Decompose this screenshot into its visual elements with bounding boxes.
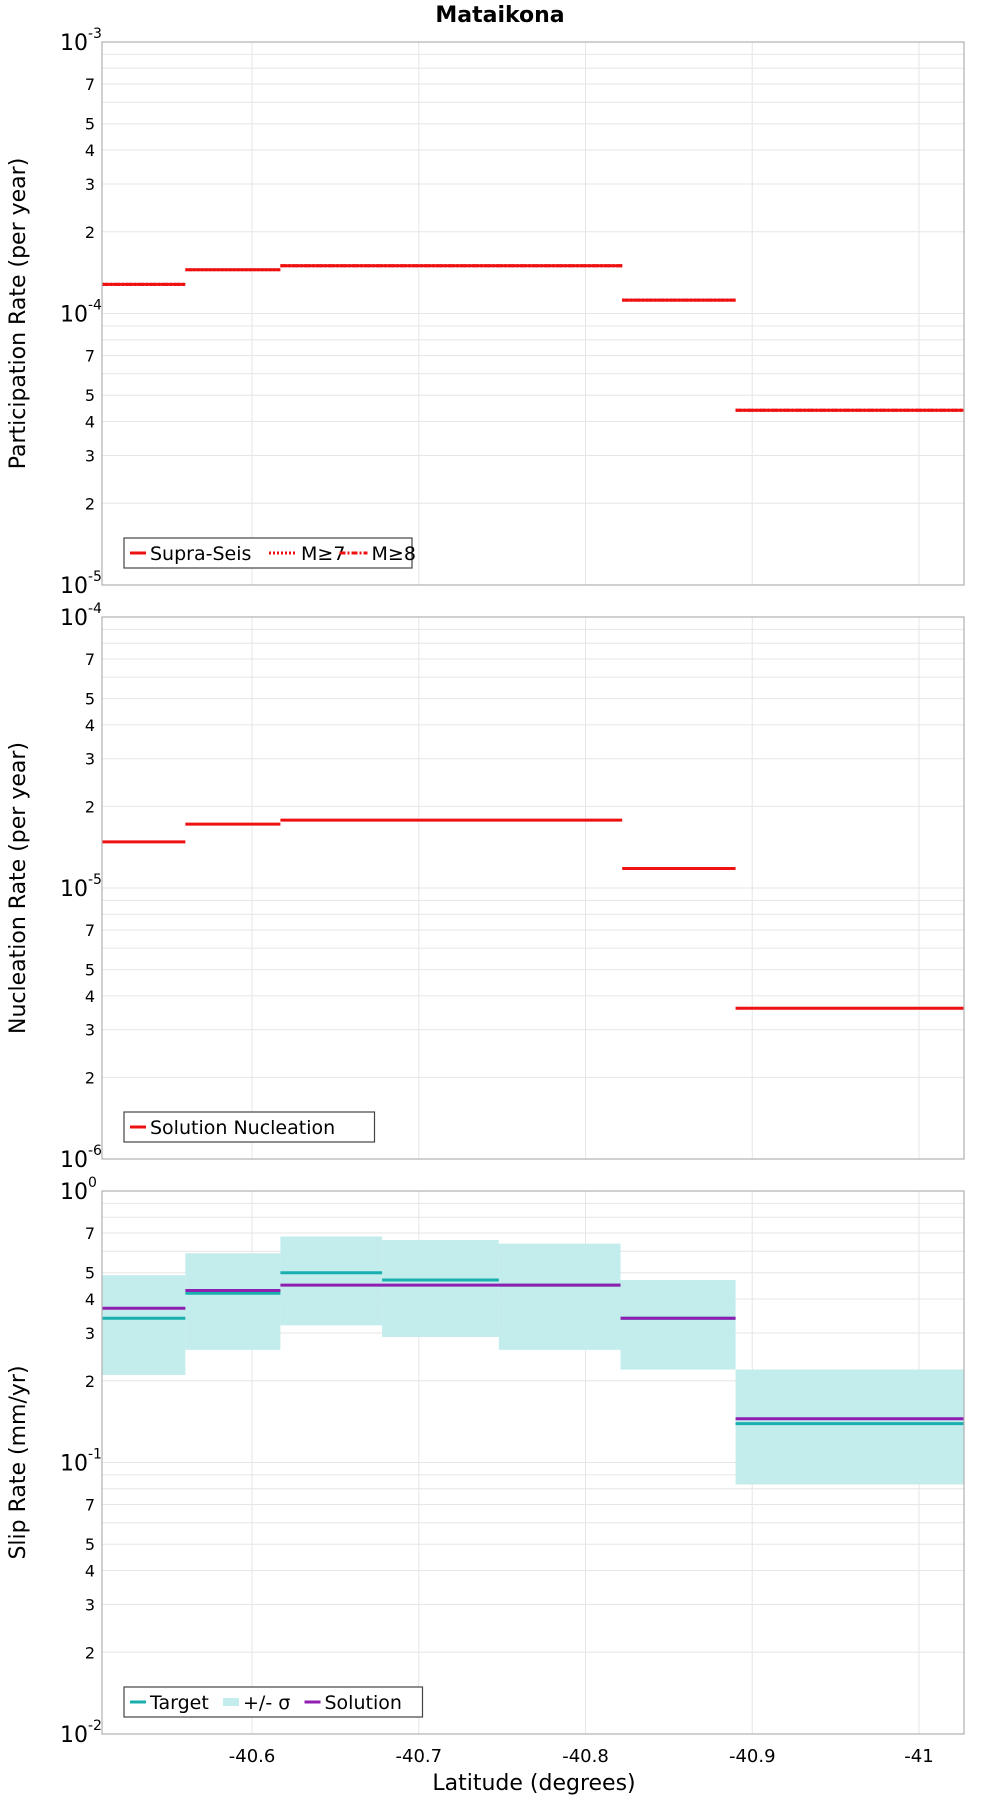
y-tick-minor-label: 5 xyxy=(85,1264,95,1283)
y-tick-decade-label: 10 xyxy=(60,1723,88,1748)
y-tick-minor-label: 5 xyxy=(85,961,95,980)
y-tick-minor-label: 7 xyxy=(85,1496,95,1515)
y-tick-minor-label: 3 xyxy=(85,750,95,769)
y-tick-minor-label: 7 xyxy=(85,650,95,669)
y-tick-minor-label: 5 xyxy=(85,115,95,134)
y-tick-minor-label: 2 xyxy=(85,1068,95,1087)
legend: Target +/- σ Solution xyxy=(123,1686,424,1718)
legend-label: M≥8 xyxy=(372,543,416,565)
y-tick-minor-label: 2 xyxy=(85,1643,95,1662)
y-tick-minor-label: 4 xyxy=(85,716,95,735)
plot-frame xyxy=(101,41,965,586)
y-tick-minor-label: 4 xyxy=(85,413,95,432)
y-tick-decade-label: 10 xyxy=(60,1452,88,1477)
y-tick-exponent: -2 xyxy=(88,1718,102,1734)
chart-title: Mataikona xyxy=(435,3,564,28)
y-tick-minor-label: 3 xyxy=(85,175,95,194)
x-tick-label: -40.9 xyxy=(729,1746,776,1767)
y-tick-decade-label: 10 xyxy=(60,1148,88,1173)
y-tick-exponent: -5 xyxy=(88,872,102,888)
y-tick-minor-label: 2 xyxy=(85,797,95,816)
y-axis-title: Nucleation Rate (per year) xyxy=(6,742,31,1034)
y-axis-title: Slip Rate (mm/yr) xyxy=(6,1365,31,1559)
sigma-band xyxy=(102,1275,186,1376)
y-tick-minor-label: 7 xyxy=(85,75,95,94)
y-tick-exponent: -4 xyxy=(88,601,102,617)
x-axis-title: Latitude (degrees) xyxy=(432,1771,635,1796)
y-tick-decade-label: 10 xyxy=(60,31,88,56)
y-tick-minor-label: 2 xyxy=(85,1372,95,1391)
y-tick-minor-label: 7 xyxy=(85,921,95,940)
y-tick-decade-label: 10 xyxy=(60,303,88,328)
legend-label: Target xyxy=(149,1692,209,1714)
sigma-band xyxy=(735,1369,964,1485)
y-tick-exponent: -5 xyxy=(88,569,102,585)
sigma-band xyxy=(185,1253,281,1350)
y-tick-minor-label: 4 xyxy=(85,1290,95,1309)
legend-label: +/- σ xyxy=(243,1692,290,1714)
y-axis-title: Participation Rate (per year) xyxy=(6,158,31,470)
legend: Solution Nucleation xyxy=(123,1111,376,1143)
y-tick-decade-label: 10 xyxy=(60,574,88,599)
y-tick-decade-label: 10 xyxy=(60,606,88,631)
legend: Supra-Seis M≥7 M≥8 xyxy=(123,537,416,569)
x-tick-label: -40.6 xyxy=(229,1746,276,1767)
legend-label: M≥7 xyxy=(301,543,345,565)
y-tick-minor-label: 4 xyxy=(85,1562,95,1581)
y-tick-minor-label: 2 xyxy=(85,494,95,513)
sigma-band xyxy=(498,1243,621,1350)
y-tick-minor-label: 5 xyxy=(85,386,95,405)
y-tick-minor-label: 3 xyxy=(85,1595,95,1614)
sigma-band xyxy=(280,1236,383,1326)
y-tick-minor-label: 3 xyxy=(85,1324,95,1343)
y-tick-minor-label: 3 xyxy=(85,1021,95,1040)
legend-box xyxy=(123,1111,376,1143)
legend-label: Solution Nucleation xyxy=(150,1117,335,1139)
y-tick-exponent: 0 xyxy=(88,1175,97,1191)
y-tick-exponent: -3 xyxy=(88,26,102,42)
y-tick-exponent: -6 xyxy=(88,1143,102,1159)
y-tick-exponent: -1 xyxy=(88,1447,102,1463)
legend-label: Solution xyxy=(325,1692,402,1714)
y-tick-minor-label: 5 xyxy=(85,690,95,709)
legend-swatch-sigma xyxy=(223,1698,239,1706)
y-tick-minor-label: 4 xyxy=(85,987,95,1006)
legend-label: Supra-Seis xyxy=(150,543,251,565)
y-tick-minor-label: 4 xyxy=(85,141,95,160)
x-tick-label: -41 xyxy=(904,1746,933,1767)
x-tick-label: -40.8 xyxy=(562,1746,609,1767)
y-tick-exponent: -4 xyxy=(88,298,102,314)
plot-frame xyxy=(101,616,965,1160)
y-tick-minor-label: 7 xyxy=(85,347,95,366)
y-tick-decade-label: 10 xyxy=(60,1180,88,1205)
y-tick-minor-label: 5 xyxy=(85,1535,95,1554)
sigma-band xyxy=(620,1280,736,1370)
plot-frame xyxy=(101,1190,965,1735)
sigma-band xyxy=(382,1239,499,1337)
x-tick-label: -40.7 xyxy=(396,1746,443,1767)
y-tick-minor-label: 3 xyxy=(85,446,95,465)
y-tick-decade-label: 10 xyxy=(60,877,88,902)
y-tick-minor-label: 2 xyxy=(85,223,95,242)
legend-box xyxy=(123,1686,424,1718)
y-tick-minor-label: 7 xyxy=(85,1224,95,1243)
